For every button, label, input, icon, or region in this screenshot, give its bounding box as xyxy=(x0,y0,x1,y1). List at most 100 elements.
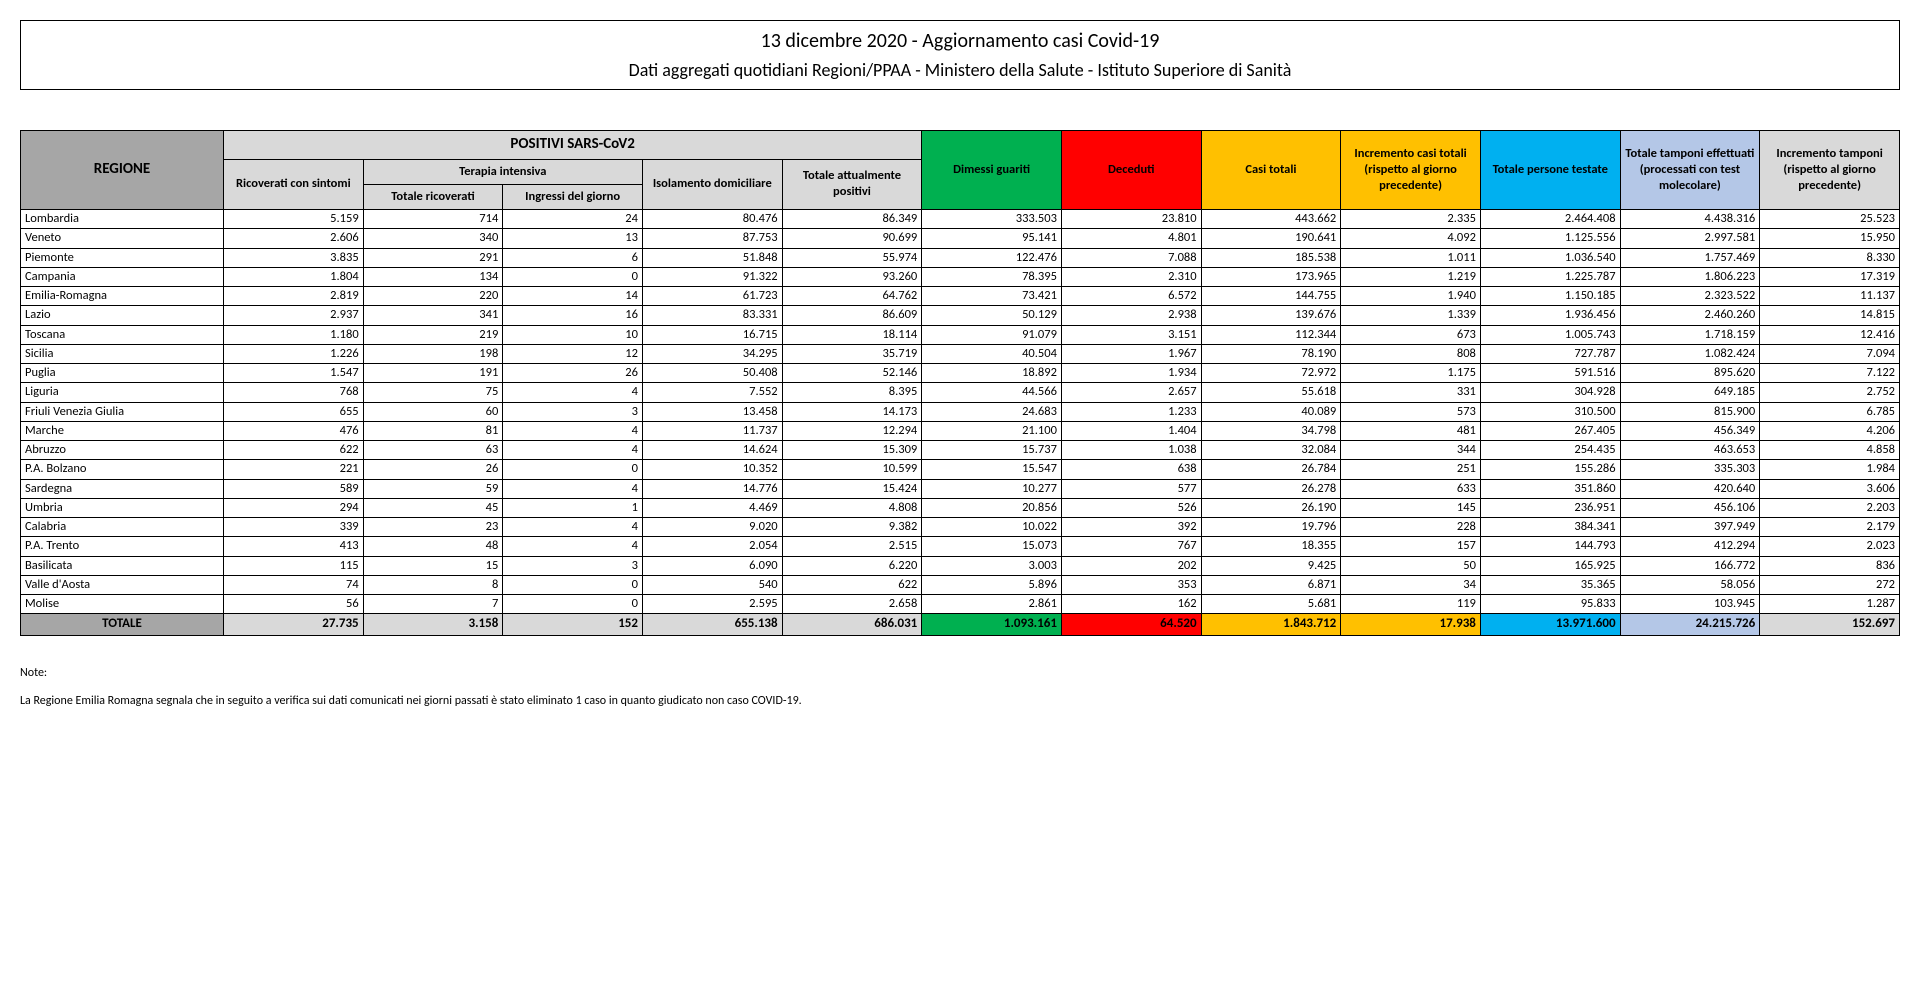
data-cell: 32.084 xyxy=(1201,441,1341,460)
data-cell: 112.344 xyxy=(1201,325,1341,344)
data-cell: 15.950 xyxy=(1760,229,1900,248)
data-cell: 1.226 xyxy=(224,344,364,363)
data-cell: 2.464.408 xyxy=(1480,210,1620,229)
data-cell: 1.005.743 xyxy=(1480,325,1620,344)
th-ingressi-giorno: Ingressi del giorno xyxy=(503,184,643,209)
data-cell: 591.516 xyxy=(1480,364,1620,383)
data-cell: 0 xyxy=(503,575,643,594)
data-cell: 3.606 xyxy=(1760,479,1900,498)
data-cell: 4.858 xyxy=(1760,441,1900,460)
data-cell: 638 xyxy=(1061,460,1201,479)
th-incremento-casi: Incremento casi totali (rispetto al gior… xyxy=(1341,131,1481,210)
data-cell: 15.309 xyxy=(782,441,922,460)
data-cell: 14.624 xyxy=(642,441,782,460)
th-positivi-group: POSITIVI SARS-CoV2 xyxy=(224,131,922,160)
data-cell: 8.330 xyxy=(1760,248,1900,267)
data-cell: 476 xyxy=(224,421,364,440)
data-cell: 20.856 xyxy=(922,498,1062,517)
data-cell: 11.737 xyxy=(642,421,782,440)
total-cell: 152.697 xyxy=(1760,614,1900,636)
data-cell: 1.984 xyxy=(1760,460,1900,479)
data-cell: 236.951 xyxy=(1480,498,1620,517)
data-cell: 895.620 xyxy=(1620,364,1760,383)
data-cell: 80.476 xyxy=(642,210,782,229)
data-cell: 767 xyxy=(1061,537,1201,556)
data-cell: 64.762 xyxy=(782,287,922,306)
page-title: 13 dicembre 2020 - Aggiornamento casi Co… xyxy=(33,29,1887,53)
data-cell: 7.122 xyxy=(1760,364,1900,383)
region-name-cell: Veneto xyxy=(21,229,224,248)
data-cell: 573 xyxy=(1341,402,1481,421)
data-cell: 3.151 xyxy=(1061,325,1201,344)
data-cell: 95.833 xyxy=(1480,595,1620,614)
data-cell: 2.595 xyxy=(642,595,782,614)
data-cell: 333.503 xyxy=(922,210,1062,229)
data-cell: 2.938 xyxy=(1061,306,1201,325)
data-cell: 190.641 xyxy=(1201,229,1341,248)
data-cell: 649.185 xyxy=(1620,383,1760,402)
data-cell: 331 xyxy=(1341,383,1481,402)
data-cell: 63 xyxy=(363,441,503,460)
total-cell: 1.843.712 xyxy=(1201,614,1341,636)
data-cell: 26.190 xyxy=(1201,498,1341,517)
data-cell: 6.090 xyxy=(642,556,782,575)
data-cell: 622 xyxy=(224,441,364,460)
data-cell: 15 xyxy=(363,556,503,575)
data-cell: 145 xyxy=(1341,498,1481,517)
data-cell: 540 xyxy=(642,575,782,594)
data-cell: 1.547 xyxy=(224,364,364,383)
data-cell: 351.860 xyxy=(1480,479,1620,498)
data-cell: 815.900 xyxy=(1620,402,1760,421)
table-row: Abruzzo62263414.62415.30915.7371.03832.0… xyxy=(21,441,1900,460)
th-incr-tamponi: Incremento tamponi (rispetto al giorno p… xyxy=(1760,131,1900,210)
data-cell: 4 xyxy=(503,518,643,537)
total-cell: 152 xyxy=(503,614,643,636)
region-name-cell: Sicilia xyxy=(21,344,224,363)
data-cell: 13.458 xyxy=(642,402,782,421)
region-name-cell: Liguria xyxy=(21,383,224,402)
data-cell: 144.755 xyxy=(1201,287,1341,306)
data-cell: 341 xyxy=(363,306,503,325)
region-name-cell: Sardegna xyxy=(21,479,224,498)
data-cell: 7 xyxy=(363,595,503,614)
data-cell: 1.036.540 xyxy=(1480,248,1620,267)
data-cell: 7.094 xyxy=(1760,344,1900,363)
data-cell: 8.395 xyxy=(782,383,922,402)
total-cell: 655.138 xyxy=(642,614,782,636)
data-cell: 3.835 xyxy=(224,248,364,267)
data-cell: 10.599 xyxy=(782,460,922,479)
data-cell: 19.796 xyxy=(1201,518,1341,537)
data-cell: 335.303 xyxy=(1620,460,1760,479)
data-cell: 95.141 xyxy=(922,229,1062,248)
total-cell: 3.158 xyxy=(363,614,503,636)
table-row: Piemonte3.835291651.84855.974122.4767.08… xyxy=(21,248,1900,267)
data-cell: 93.260 xyxy=(782,267,922,286)
data-cell: 1.150.185 xyxy=(1480,287,1620,306)
data-cell: 392 xyxy=(1061,518,1201,537)
data-cell: 91.079 xyxy=(922,325,1062,344)
table-row: P.A. Bolzano22126010.35210.59915.5476382… xyxy=(21,460,1900,479)
data-cell: 48 xyxy=(363,537,503,556)
data-cell: 2.752 xyxy=(1760,383,1900,402)
region-name-cell: Emilia-Romagna xyxy=(21,287,224,306)
data-cell: 339 xyxy=(224,518,364,537)
data-cell: 10.277 xyxy=(922,479,1062,498)
notes-text: La Regione Emilia Romagna segnala che in… xyxy=(20,694,1900,708)
data-cell: 5.681 xyxy=(1201,595,1341,614)
data-cell: 6.871 xyxy=(1201,575,1341,594)
region-name-cell: Molise xyxy=(21,595,224,614)
data-cell: 90.699 xyxy=(782,229,922,248)
data-cell: 35.365 xyxy=(1480,575,1620,594)
data-cell: 1.225.787 xyxy=(1480,267,1620,286)
data-cell: 4 xyxy=(503,441,643,460)
data-cell: 50.129 xyxy=(922,306,1062,325)
table-row: Basilicata1151536.0906.2203.0032029.4255… xyxy=(21,556,1900,575)
data-cell: 1.180 xyxy=(224,325,364,344)
data-cell: 6.220 xyxy=(782,556,922,575)
data-cell: 12.416 xyxy=(1760,325,1900,344)
data-cell: 72.972 xyxy=(1201,364,1341,383)
data-cell: 16 xyxy=(503,306,643,325)
data-cell: 4.808 xyxy=(782,498,922,517)
region-name-cell: P.A. Bolzano xyxy=(21,460,224,479)
data-cell: 51.848 xyxy=(642,248,782,267)
